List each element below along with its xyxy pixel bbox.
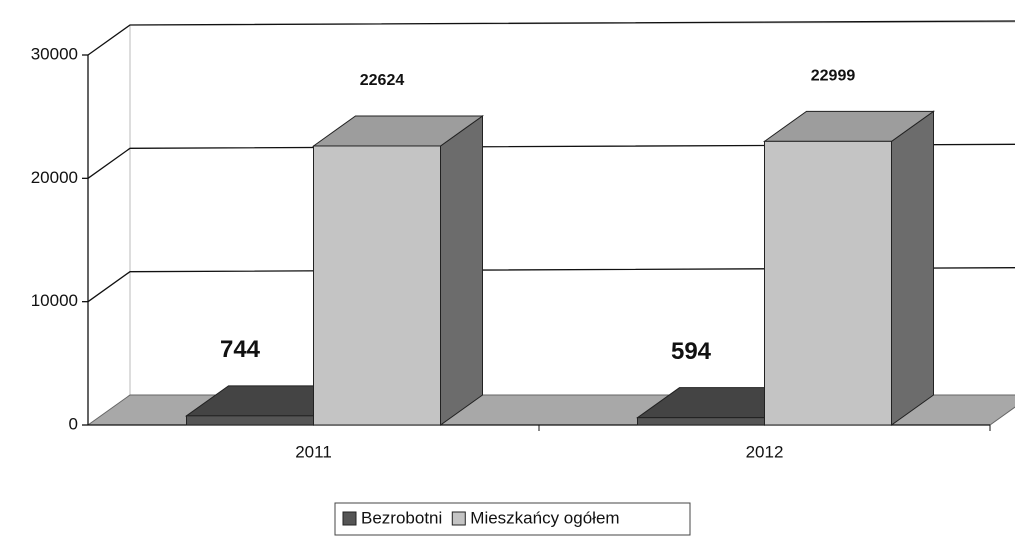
- bar-front: [186, 415, 314, 426]
- data-label: 22624: [360, 72, 405, 89]
- legend-label: Mieszkańcy ogółem: [470, 508, 619, 527]
- bar-front: [313, 145, 441, 426]
- grid-line: [87, 143, 1015, 179]
- bar-front: [764, 140, 892, 426]
- x-tick-label: 2011: [295, 442, 332, 461]
- legend-swatch: [451, 511, 466, 526]
- legend-label: Bezrobotni: [361, 508, 442, 527]
- grid-line: [87, 267, 1015, 303]
- grid-line: [87, 20, 1015, 56]
- legend-box: [334, 502, 691, 536]
- bar-side: [440, 114, 483, 426]
- bar-side: [891, 110, 934, 426]
- legend: Bezrobotni Mieszkańcy ogółem: [334, 502, 691, 536]
- y-tick-label: 0: [69, 414, 78, 433]
- legend-swatch: [342, 511, 357, 526]
- y-tick-label: 10000: [31, 291, 78, 310]
- data-label: 594: [671, 338, 712, 365]
- y-tick-label: 30000: [31, 44, 78, 63]
- data-label: 22999: [811, 68, 856, 85]
- bar: [311, 114, 485, 426]
- bar-front: [637, 417, 765, 426]
- bar: [762, 110, 936, 426]
- x-tick-label: 2012: [746, 442, 784, 461]
- y-tick-label: 20000: [31, 168, 78, 187]
- data-label: 744: [220, 336, 261, 363]
